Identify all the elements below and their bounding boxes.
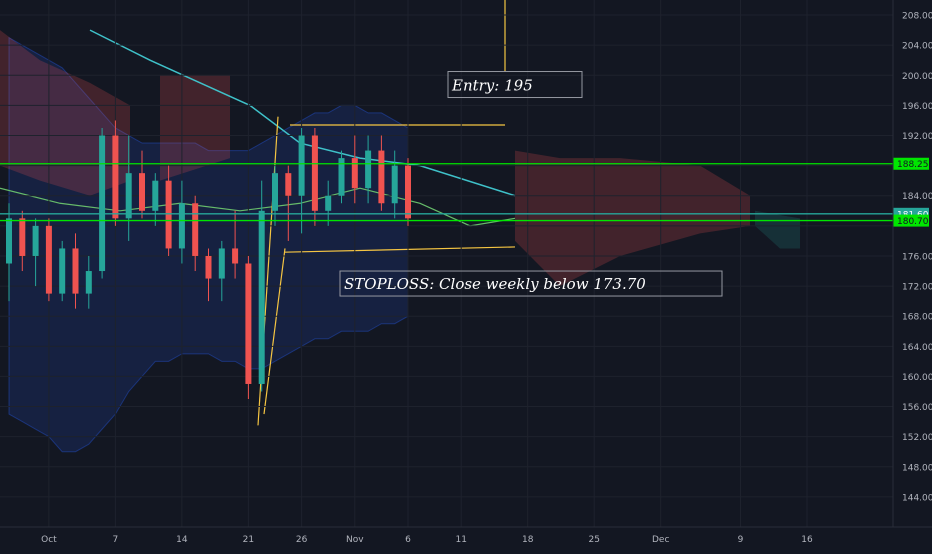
ichimoku-cloud-red bbox=[160, 75, 230, 181]
candle-body bbox=[178, 203, 185, 249]
y-tick-label: 184.00 bbox=[902, 192, 932, 202]
candle-body bbox=[245, 263, 252, 384]
candle-body bbox=[112, 135, 119, 219]
breakout-line bbox=[263, 248, 286, 415]
candle-body bbox=[272, 173, 278, 211]
price-level-label: 188.25 bbox=[897, 160, 929, 170]
x-tick-label: 18 bbox=[522, 535, 534, 545]
candle-body bbox=[325, 195, 332, 211]
price-level-badge bbox=[893, 157, 929, 170]
candle-body bbox=[218, 248, 225, 279]
candle-body bbox=[338, 158, 345, 196]
grid bbox=[0, 0, 893, 527]
moving-average-short bbox=[0, 187, 516, 227]
candle-body bbox=[72, 248, 79, 294]
y-tick-label: 172.00 bbox=[902, 283, 932, 293]
candle-body bbox=[311, 135, 318, 211]
x-tick-label: 25 bbox=[588, 535, 599, 545]
x-tick-label: 21 bbox=[243, 535, 254, 545]
x-tick-label: Dec bbox=[652, 535, 669, 545]
candle-body bbox=[391, 165, 398, 204]
y-tick-label: 196.00 bbox=[902, 102, 932, 112]
trendline-lower bbox=[283, 246, 516, 253]
candle-body bbox=[139, 173, 145, 211]
horizontal-levels[interactable]: 188.25181.60180.70 bbox=[0, 157, 929, 227]
y-tick-label: 144.00 bbox=[902, 493, 932, 503]
candle-body bbox=[205, 255, 212, 279]
y-tick-label: 160.00 bbox=[902, 373, 932, 383]
candle-body bbox=[99, 135, 106, 272]
candle-body bbox=[192, 203, 199, 256]
y-tick-label: 156.00 bbox=[902, 403, 932, 413]
candle-body bbox=[232, 248, 239, 264]
y-tick-label: 168.00 bbox=[902, 313, 932, 323]
candle-body bbox=[152, 180, 159, 211]
candle-body bbox=[378, 150, 385, 204]
candle-body bbox=[351, 158, 358, 189]
stoploss-annotation[interactable]: STOPLOSS: Close weekly below 173.70 bbox=[344, 275, 646, 293]
annotations[interactable]: Entry: 195 STOPLOSS: Close weekly below 1… bbox=[339, 71, 723, 297]
y-tick-label: 208.00 bbox=[902, 12, 932, 22]
x-tick-label: 16 bbox=[801, 535, 813, 545]
candle-body bbox=[45, 225, 52, 294]
x-tick-label: 6 bbox=[405, 535, 411, 545]
price-level-label: 180.70 bbox=[897, 217, 929, 227]
candle-body bbox=[258, 210, 265, 384]
candle-body bbox=[32, 225, 39, 256]
y-tick-label: 152.00 bbox=[902, 433, 932, 443]
x-tick-label: 9 bbox=[738, 535, 744, 545]
x-tick-label: 11 bbox=[455, 535, 466, 545]
candle-body bbox=[6, 218, 12, 264]
y-tick-label: 164.00 bbox=[902, 343, 932, 353]
candle-body bbox=[85, 271, 92, 294]
candle-body bbox=[125, 173, 132, 219]
candle-body bbox=[19, 218, 26, 256]
candle-body bbox=[365, 150, 372, 189]
y-tick-label: 200.00 bbox=[902, 72, 932, 82]
entry-annotation[interactable]: Entry: 195 bbox=[451, 77, 533, 95]
ichimoku-cloud-red bbox=[515, 150, 750, 287]
y-tick-label: 192.00 bbox=[902, 132, 932, 142]
candle-body bbox=[165, 180, 172, 249]
y-tick-label: 204.00 bbox=[902, 42, 932, 52]
candles bbox=[6, 120, 411, 400]
candle-body bbox=[59, 248, 66, 294]
y-tick-label: 176.00 bbox=[902, 252, 932, 262]
indicator-background-layer bbox=[0, 0, 800, 453]
x-tick-label: Nov bbox=[346, 535, 364, 545]
x-tick-label: 7 bbox=[113, 535, 119, 545]
candle-body bbox=[285, 173, 292, 196]
ichimoku-cloud-red bbox=[0, 30, 130, 196]
x-tick-label: Oct bbox=[41, 535, 57, 545]
y-tick-label: 148.00 bbox=[902, 463, 932, 473]
x-tick-label: 14 bbox=[176, 535, 188, 545]
x-tick-label: 26 bbox=[296, 535, 308, 545]
price-level-badge bbox=[893, 214, 929, 227]
annotation-box[interactable] bbox=[339, 270, 723, 297]
annotation-box[interactable] bbox=[447, 71, 583, 99]
candle-body bbox=[298, 135, 305, 196]
candle-body bbox=[405, 165, 411, 219]
